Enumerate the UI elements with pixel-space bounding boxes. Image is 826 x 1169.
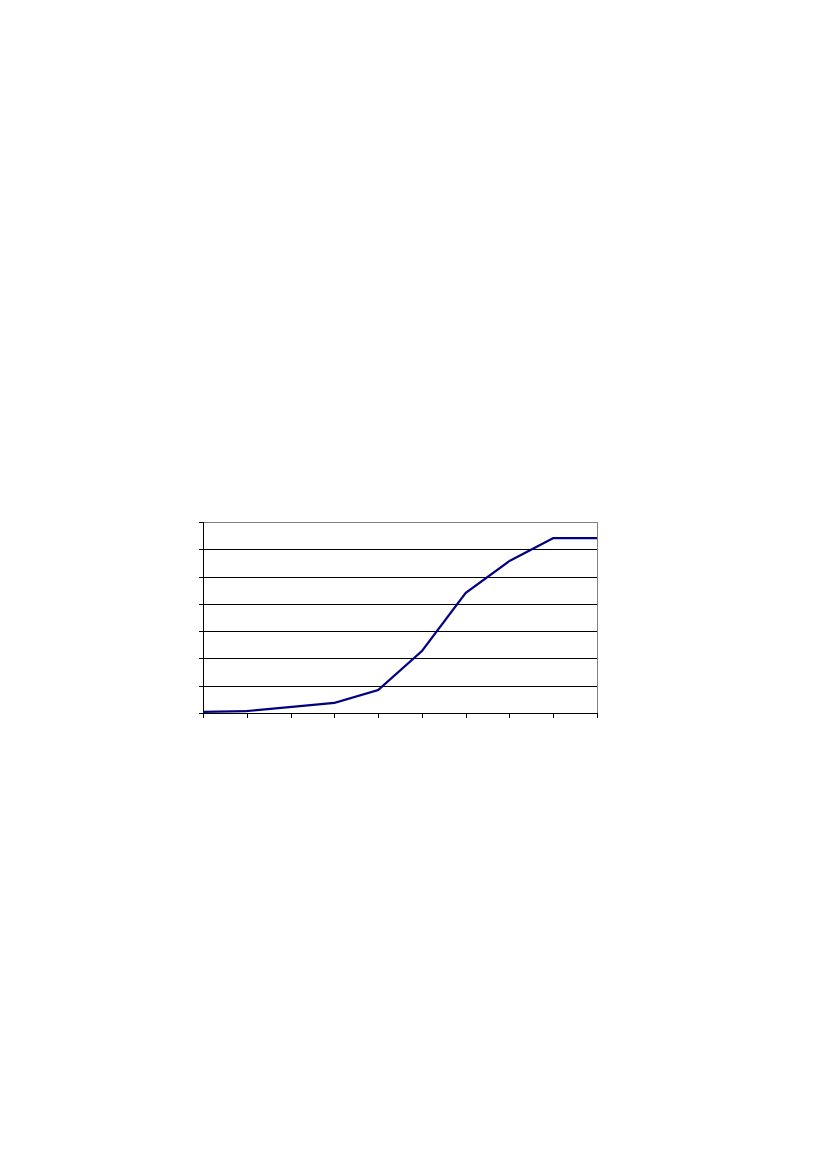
plot-area-border: [203, 522, 598, 714]
series-points: [202, 537, 598, 713]
axes: [199, 522, 598, 718]
series-line: [202, 536, 597, 714]
